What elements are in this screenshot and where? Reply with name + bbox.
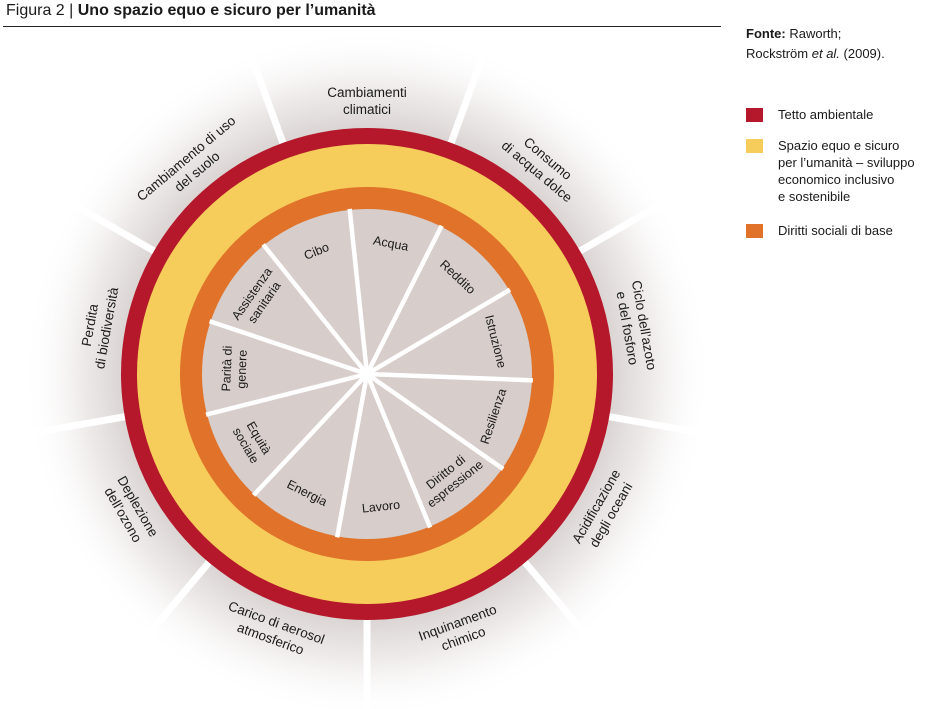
outer-divider-line (245, 48, 292, 160)
inner-foundation-label-line: Parità di (219, 345, 235, 391)
outer-divider-line (564, 198, 668, 263)
inner-foundation-label: Acqua (372, 233, 409, 253)
inner-foundation-label-line: genere (234, 349, 249, 388)
inner-spoke-line (251, 372, 369, 497)
inner-foundation-label-line: Lavoro (361, 498, 401, 516)
inner-spoke-line (347, 208, 370, 375)
inner-spoke-line (364, 373, 433, 529)
inner-spoke-line (365, 287, 512, 376)
figure-title: Uno spazio equo e sicuro per l’umanità (77, 2, 376, 19)
hub (363, 370, 371, 378)
source-label: Fonte: (746, 26, 786, 41)
outer-divider-line (442, 48, 489, 160)
figure-label: Figura 2 | (6, 2, 74, 19)
legend-label: Spazio equo e sicuro (778, 138, 900, 153)
outer-divider-line (66, 198, 170, 263)
outer-boundary-label-line: Cambiamenti (327, 85, 407, 100)
inner-spoke-line (364, 224, 444, 376)
legend-item-safe-space: Spazio equo e sicuro per l’umanità – svi… (746, 137, 930, 205)
legend-label: per l’umanità – sviluppo (778, 155, 915, 170)
outer-divider-line (26, 410, 142, 438)
inner-foundation-label-line: Acqua (372, 233, 409, 253)
inner-spoke-line (365, 372, 505, 471)
legend-label: e sostenibile (778, 189, 851, 204)
inner-spoke-line (261, 243, 369, 376)
inner-spoke-line (334, 373, 370, 538)
source-author: Rockström (746, 46, 812, 61)
source-line1: Raworth; (789, 26, 842, 41)
inner-foundation-label: Lavoro (361, 498, 401, 516)
legend-label: Tetto ambientale (778, 107, 874, 122)
legend-swatch-ceiling (746, 108, 763, 122)
outer-divider-line (142, 547, 222, 641)
inner-spoke-line (366, 371, 533, 383)
source-year: (2009). (839, 46, 885, 61)
outer-boundary-label: Cambiamenti climatici (327, 85, 407, 117)
legend-item-foundation: Diritti sociali di base (746, 222, 930, 239)
inner-foundation-label: Parità digenere (219, 345, 250, 392)
legend-swatch-foundation (746, 224, 763, 238)
legend-label: Diritti sociali di base (778, 223, 893, 238)
inner-spoke-line (205, 371, 368, 417)
legend: Tetto ambientale Spazio equo e sicuro pe… (746, 106, 930, 253)
outer-boundary-label-line: climatici (343, 102, 391, 117)
legend-item-ceiling: Tetto ambientale (746, 106, 930, 123)
inner-spoke-line (208, 319, 368, 377)
outer-divider-line (512, 547, 592, 641)
source-etal: et al. (811, 46, 840, 61)
figure-header: Figura 2 | Uno spazio equo e sicuro per … (6, 2, 376, 20)
legend-label: economico inclusivo (778, 172, 895, 187)
outer-divider-line (592, 410, 708, 438)
source-note: Fonte: Raworth; Rockström et al. (2009). (746, 24, 926, 64)
outer-boundary-label-line: Perdita (79, 302, 101, 347)
header-divider (3, 26, 721, 27)
legend-swatch-safe-space (746, 139, 763, 153)
